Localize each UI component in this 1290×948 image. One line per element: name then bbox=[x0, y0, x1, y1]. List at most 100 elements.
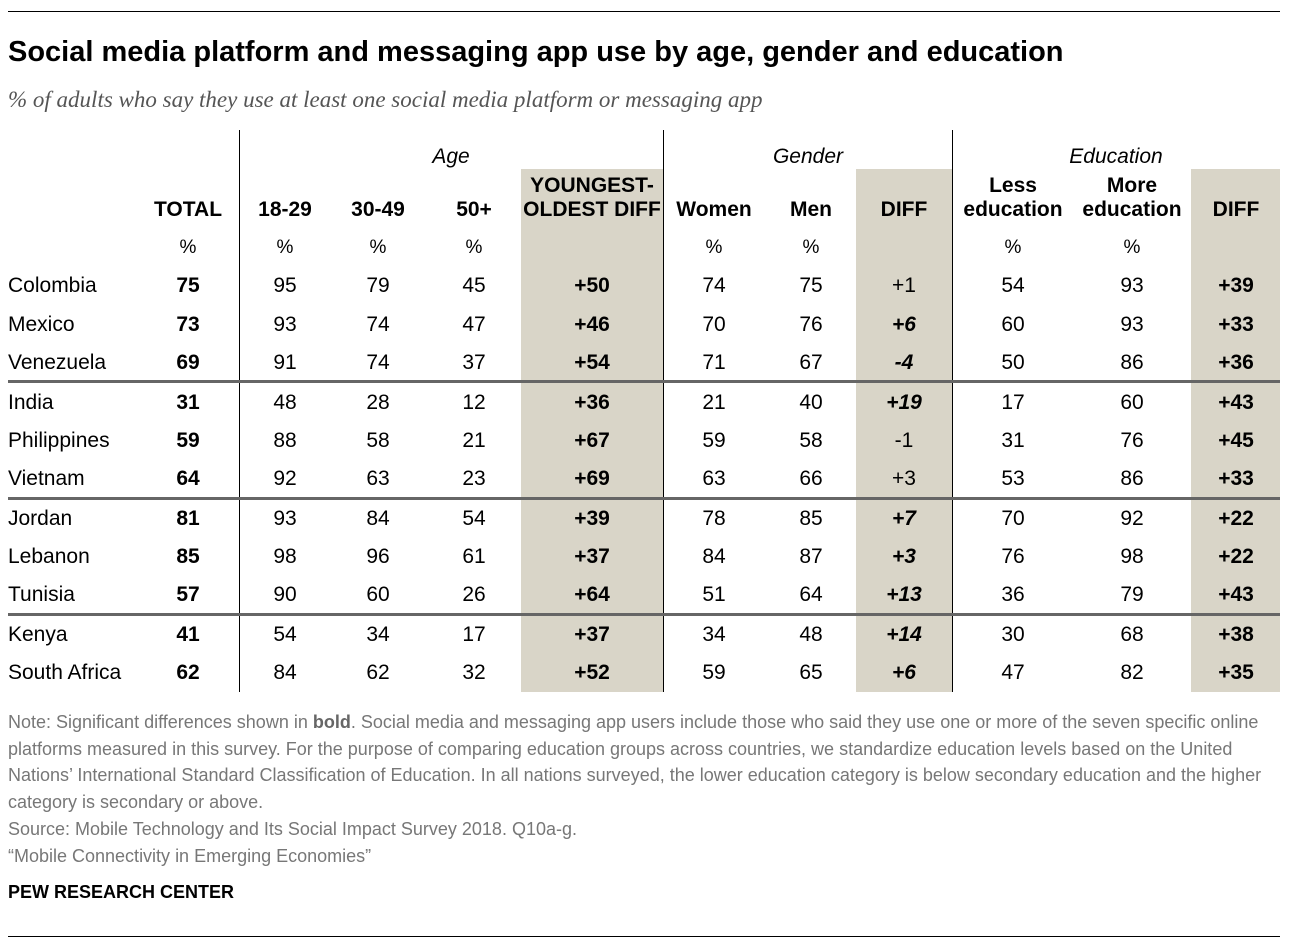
col-header-men: Men bbox=[790, 198, 832, 221]
cell-less: 30 bbox=[1001, 623, 1025, 646]
cell-gender-diff: +7 bbox=[892, 507, 916, 530]
percent-unit-label: % bbox=[705, 237, 723, 258]
vertical-divider bbox=[952, 130, 953, 692]
note-bold: bold bbox=[312, 712, 351, 732]
source-text: Source: Mobile Technology and Its Social… bbox=[8, 818, 577, 839]
cell-total: 64 bbox=[176, 467, 200, 490]
cell-edu-diff: +45 bbox=[1218, 429, 1254, 452]
cell-total: 59 bbox=[176, 429, 200, 452]
cell-total: 75 bbox=[176, 274, 200, 297]
cell-age-diff: +69 bbox=[574, 467, 610, 490]
gender-diff-shade bbox=[856, 169, 952, 692]
cell-women: 70 bbox=[702, 313, 726, 336]
col-header-gender-diff: DIFF bbox=[880, 198, 928, 221]
col-header-age-diff: OLDEST DIFF bbox=[523, 198, 661, 221]
cell-edu-diff: +36 bbox=[1218, 351, 1254, 374]
cell-men: 67 bbox=[799, 351, 823, 374]
cell-edu-diff: +38 bbox=[1218, 623, 1254, 646]
cell-age-diff: +64 bbox=[574, 583, 610, 606]
cell-total: 73 bbox=[176, 313, 200, 336]
cell-edu-diff: +35 bbox=[1218, 661, 1254, 684]
note-text: Note: Significant differences shown in b… bbox=[8, 709, 1283, 816]
age-diff-shade bbox=[521, 169, 663, 692]
cell-more: 93 bbox=[1120, 274, 1144, 297]
percent-unit-label: % bbox=[276, 237, 294, 258]
cell-a1829: 91 bbox=[273, 351, 297, 374]
col-header-18-29: 18-29 bbox=[258, 198, 312, 221]
cell-less: 60 bbox=[1001, 313, 1025, 336]
col-header-less-education: Less bbox=[989, 174, 1037, 197]
cell-a1829: 48 bbox=[273, 391, 297, 414]
org-logo-text: PEW RESEARCH CENTER bbox=[8, 882, 235, 902]
cell-men: 85 bbox=[799, 507, 823, 530]
cell-a3049: 62 bbox=[366, 661, 390, 684]
cell-more: 93 bbox=[1120, 313, 1144, 336]
row-label-country: Vietnam bbox=[8, 467, 85, 490]
cell-a50: 54 bbox=[462, 507, 486, 530]
chart-title: Social media platform and messaging app … bbox=[8, 36, 1064, 68]
cell-men: 66 bbox=[799, 467, 823, 490]
cell-men: 48 bbox=[799, 623, 823, 646]
cell-gender-diff: +3 bbox=[892, 467, 916, 490]
cell-a3049: 84 bbox=[366, 507, 390, 530]
cell-less: 47 bbox=[1001, 661, 1025, 684]
cell-a3049: 96 bbox=[366, 545, 390, 568]
cell-more: 98 bbox=[1120, 545, 1144, 568]
row-label-country: South Africa bbox=[8, 661, 122, 684]
cell-less: 76 bbox=[1001, 545, 1025, 568]
cell-age-diff: +37 bbox=[574, 623, 610, 646]
cell-gender-diff: +3 bbox=[892, 545, 916, 568]
cell-a3049: 28 bbox=[366, 391, 390, 414]
cell-gender-diff: +19 bbox=[886, 391, 922, 414]
cell-a3049: 74 bbox=[366, 313, 390, 336]
cell-women: 63 bbox=[702, 467, 726, 490]
region-divider bbox=[8, 613, 1280, 616]
cell-age-diff: +52 bbox=[574, 661, 610, 684]
cell-more: 86 bbox=[1120, 351, 1144, 374]
chart-subtitle: % of adults who say they use at least on… bbox=[8, 87, 763, 112]
cell-edu-diff: +39 bbox=[1218, 274, 1254, 297]
cell-a3049: 74 bbox=[366, 351, 390, 374]
cell-women: 71 bbox=[702, 351, 726, 374]
cell-age-diff: +36 bbox=[574, 391, 610, 414]
cell-gender-diff: +14 bbox=[886, 623, 922, 646]
cell-a1829: 88 bbox=[273, 429, 297, 452]
cell-less: 36 bbox=[1001, 583, 1025, 606]
cell-age-diff: +37 bbox=[574, 545, 610, 568]
col-header-more-education: More bbox=[1106, 174, 1158, 197]
cell-men: 76 bbox=[799, 313, 823, 336]
col-header-total: TOTAL bbox=[153, 198, 223, 221]
cell-less: 50 bbox=[1001, 351, 1025, 374]
report-title: “Mobile Connectivity in Emerging Economi… bbox=[8, 845, 372, 866]
cell-men: 64 bbox=[799, 583, 823, 606]
cell-gender-diff: -4 bbox=[894, 351, 914, 374]
cell-women: 34 bbox=[702, 623, 726, 646]
percent-unit-label: % bbox=[1004, 237, 1022, 258]
cell-a50: 12 bbox=[462, 391, 486, 414]
cell-gender-diff: -1 bbox=[894, 429, 914, 452]
cell-edu-diff: +22 bbox=[1218, 507, 1254, 530]
cell-total: 57 bbox=[176, 583, 200, 606]
cell-a50: 23 bbox=[462, 467, 486, 490]
cell-a50: 47 bbox=[462, 313, 486, 336]
cell-a50: 37 bbox=[462, 351, 486, 374]
region-divider bbox=[8, 497, 1280, 500]
cell-a3049: 60 bbox=[366, 583, 390, 606]
cell-gender-diff: +1 bbox=[892, 274, 916, 297]
cell-a1829: 98 bbox=[273, 545, 297, 568]
cell-age-diff: +67 bbox=[574, 429, 610, 452]
col-header-less-education: education bbox=[963, 198, 1063, 221]
cell-edu-diff: +22 bbox=[1218, 545, 1254, 568]
cell-more: 68 bbox=[1120, 623, 1144, 646]
cell-women: 21 bbox=[702, 391, 726, 414]
cell-more: 76 bbox=[1120, 429, 1144, 452]
percent-unit-label: % bbox=[802, 237, 820, 258]
cell-gender-diff: +6 bbox=[892, 661, 916, 684]
cell-edu-diff: +43 bbox=[1218, 583, 1254, 606]
cell-a1829: 84 bbox=[273, 661, 297, 684]
row-label-country: Lebanon bbox=[8, 545, 90, 568]
percent-unit-label: % bbox=[1123, 237, 1141, 258]
cell-age-diff: +39 bbox=[574, 507, 610, 530]
cell-less: 31 bbox=[1001, 429, 1025, 452]
cell-a50: 26 bbox=[462, 583, 486, 606]
